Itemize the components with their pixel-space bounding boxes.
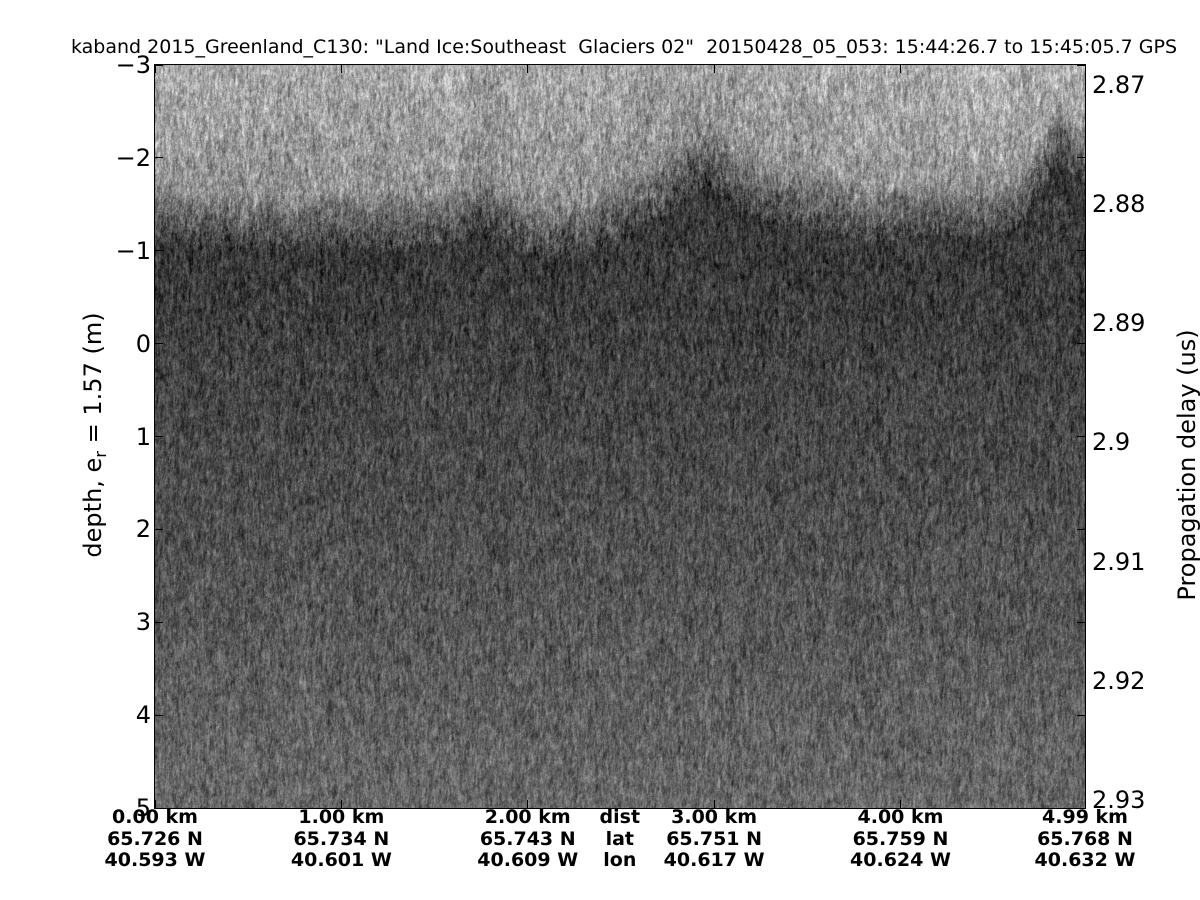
depth-tick-left [155, 157, 163, 159]
depth-tick-right [1077, 528, 1085, 530]
depth-tick-right [1077, 621, 1085, 623]
depth-axis-label-sub: r [90, 450, 110, 458]
x-tick-label-lon: 40.632 W [1034, 849, 1136, 871]
x-tick-label-lat: 65.734 N [293, 827, 390, 850]
x-row-header: lat [605, 827, 635, 850]
delay-tick-label: 2.93 [1092, 785, 1146, 814]
depth-tick-label: −3 [115, 51, 151, 79]
distance-tick-top [713, 65, 715, 73]
x-tick-label-lon: 40.593 W [104, 849, 206, 871]
distance-tick-top [1084, 65, 1086, 73]
distance-tick-bottom [1084, 800, 1086, 808]
distance-tick-top [527, 65, 529, 73]
depth-tick-left [155, 436, 163, 437]
x-tick-label-dist: 4.99 km [1042, 806, 1128, 828]
depth-tick-right [1077, 64, 1085, 66]
depth-tick-left [155, 343, 163, 345]
distance-tick-top [340, 65, 342, 73]
depth-tick-left [155, 64, 163, 66]
delay-tick-label: 2.88 [1092, 190, 1146, 219]
distance-tick-bottom [154, 800, 156, 808]
depth-tick-label: 3 [135, 608, 151, 637]
distance-tick-bottom [713, 800, 715, 808]
depth-tick-label: 5 [135, 794, 151, 822]
x-row-header: dist [599, 806, 641, 828]
depth-tick-left [155, 250, 163, 252]
delay-tick-label: 2.87 [1092, 71, 1146, 100]
depth-tick-right [1077, 343, 1085, 345]
x-tick-label-lat: 65.759 N [852, 827, 949, 850]
distance-tick-top [899, 65, 901, 73]
depth-tick-left [155, 714, 163, 716]
delay-tick-label: 2.9 [1092, 428, 1131, 457]
depth-tick-right [1077, 250, 1085, 252]
depth-tick-right [1077, 714, 1085, 716]
x-tick-label-lat: 65.751 N [666, 827, 763, 850]
x-tick-label-dist: 4.00 km [857, 806, 944, 828]
x-tick-label-lon: 40.624 W [850, 849, 951, 871]
depth-tick-label: −1 [115, 236, 151, 265]
echogram-plot [154, 64, 1086, 809]
depth-tick-label: −2 [115, 143, 151, 172]
depth-tick-right [1077, 807, 1085, 809]
delay-tick-label: 2.92 [1092, 666, 1146, 695]
x-tick-label-dist: 0.00 km [112, 806, 198, 828]
distance-tick-bottom [527, 800, 529, 808]
x-tick-label-lon: 40.601 W [290, 849, 392, 871]
x-tick-label-dist: 2.00 km [484, 806, 571, 828]
depth-tick-label: 1 [135, 422, 151, 451]
x-tick-label-lat: 65.743 N [479, 827, 576, 850]
depth-tick-left [155, 807, 163, 809]
x-row-header: lon [603, 849, 637, 871]
delay-axis-label: Propagation delay (us) [1173, 329, 1200, 601]
depth-tick-left [155, 621, 163, 623]
depth-tick-left [155, 528, 163, 530]
delay-tick-label: 2.89 [1092, 309, 1146, 338]
x-tick-label-dist: 3.00 km [671, 806, 758, 828]
depth-tick-label: 4 [135, 701, 151, 730]
distance-tick-top [154, 65, 156, 73]
x-tick-label-lat: 65.768 N [1037, 827, 1133, 850]
x-tick-label-lon: 40.609 W [477, 849, 579, 871]
depth-tick-label: 2 [135, 515, 151, 544]
depth-tick-label: 0 [135, 329, 151, 358]
echogram-canvas [155, 65, 1085, 808]
depth-tick-right [1077, 157, 1085, 159]
depth-tick-right [1077, 436, 1085, 437]
figure-title: kaband 2015_Greenland_C130: "Land Ice:So… [70, 36, 1178, 58]
x-tick-label-lon: 40.617 W [663, 849, 765, 871]
distance-tick-bottom [340, 800, 342, 808]
distance-tick-bottom [899, 800, 901, 808]
x-tick-label-lat: 65.726 N [107, 827, 203, 850]
delay-tick-label: 2.91 [1092, 547, 1146, 576]
x-tick-label-dist: 1.00 km [298, 806, 385, 828]
